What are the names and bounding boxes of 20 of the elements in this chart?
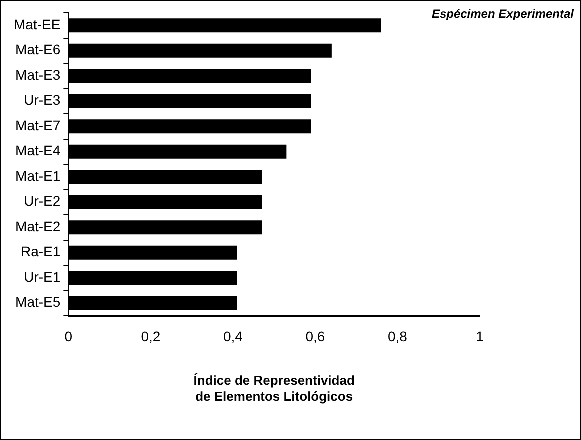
y-tick-label: Mat-E7 [16, 117, 61, 134]
y-tick-label: Ur-E3 [24, 92, 61, 108]
y-tick-label: Ur-E2 [24, 193, 61, 210]
x-tick-label: 0,4 [223, 328, 244, 344]
y-tick-label: Mat-E5 [16, 294, 61, 310]
y-tick-label: Mat-E6 [16, 42, 61, 58]
y-tick-label: Mat-E3 [16, 66, 61, 83]
annotation: Espécimen Experimental [432, 7, 574, 21]
x-tick-label: 0,6 [306, 328, 326, 344]
y-tick-label: Mat-E1 [16, 168, 61, 184]
y-tick-label: Ra-E1 [20, 244, 61, 260]
y-tick-label: Mat-E2 [16, 218, 61, 234]
x-tick-label: 1 [476, 328, 484, 344]
y-tick-label: Ur-E1 [24, 268, 61, 285]
x-axis-title: Índice de Representividad de Elementos Litológicos [194, 373, 355, 404]
y-tick-label: Mat-EE [14, 16, 61, 32]
y-tick-label: Mat-E4 [16, 142, 61, 159]
x-tick-label: 0,8 [388, 328, 408, 344]
x-tick-label: 0 [64, 328, 73, 344]
x-tick-label: 0,2 [141, 328, 161, 344]
